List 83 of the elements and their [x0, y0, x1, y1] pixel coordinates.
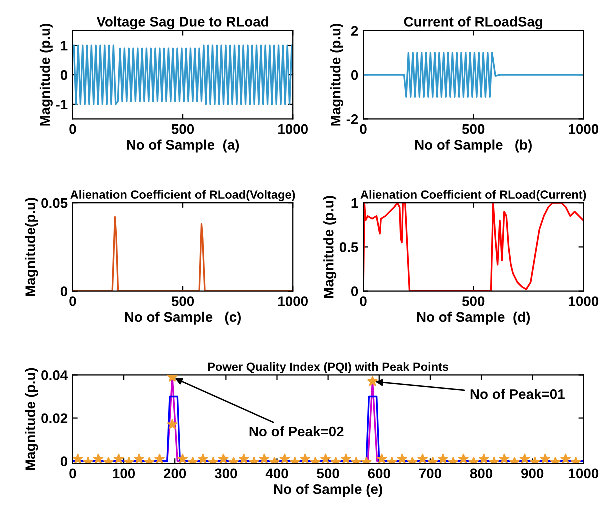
point	[114, 454, 124, 464]
x-tick-label: 0	[360, 296, 367, 306]
x-tick-label: 1000	[569, 124, 599, 134]
x-tick-label: 200	[164, 468, 186, 479]
x-tick-label: 0	[70, 296, 76, 306]
y-tick-label: -2	[346, 114, 358, 124]
point	[218, 454, 229, 464]
point	[376, 454, 388, 464]
point	[167, 419, 178, 430]
y-tick-label: 1	[61, 41, 68, 51]
x-tick-label: 600	[368, 468, 390, 479]
y-tick-label: 0.04	[42, 370, 68, 380]
y-axis-title: Magnitude (p.u)	[324, 196, 337, 298]
point	[300, 454, 310, 464]
x-tick-label: 1000	[569, 296, 599, 306]
line-series	[364, 203, 584, 292]
annotation: No of Peak=02	[250, 426, 344, 437]
point	[560, 454, 571, 464]
point	[320, 454, 331, 464]
line-series	[364, 52, 584, 98]
y-tick-label: 0	[352, 70, 358, 80]
point	[93, 454, 104, 464]
x-tick-label: 800	[470, 468, 493, 479]
x-tick-label: 300	[214, 468, 238, 479]
y-tick-label: -1	[56, 100, 68, 110]
point	[134, 454, 144, 464]
x-axis-title: No of Sample (c)	[125, 312, 241, 325]
y-tick-label: 1	[352, 198, 358, 208]
y-axis-title: Magnitude(p.u)	[25, 198, 38, 296]
point	[478, 454, 490, 464]
x-tick-label: 500	[317, 468, 340, 479]
point	[259, 454, 270, 464]
point	[458, 454, 469, 464]
y-tick-label: 0	[60, 456, 68, 467]
x-tick-label: 1000	[278, 124, 308, 134]
x-tick-label: 0	[360, 124, 367, 134]
point	[418, 454, 428, 464]
y-tick-label: 0	[352, 286, 358, 297]
point	[280, 454, 290, 464]
point	[438, 454, 448, 464]
y-tick-label: 2	[351, 26, 358, 36]
y-tick-label: 0	[60, 286, 68, 297]
point	[238, 454, 250, 464]
y-tick-label: 0.5	[340, 242, 358, 252]
y-axis-title: Magnitude (p.u)	[25, 368, 38, 470]
x-axis-title: No of Sample (a)	[127, 140, 240, 153]
x-axis-title: No of Sample (e)	[274, 484, 382, 498]
point	[368, 376, 378, 386]
line-series	[73, 44, 293, 106]
y-axis-title: Magnitude (p.u)	[330, 24, 344, 126]
y-tick-label: 0.05	[42, 198, 68, 208]
point	[72, 454, 84, 464]
x-axis-title: No of Sample (d)	[417, 312, 530, 325]
point	[178, 454, 188, 464]
chart-title: Voltage Sag Due to RLoad	[96, 16, 268, 30]
x-axis-title: No of Sample (b)	[416, 140, 532, 153]
x-tick-label: 500	[462, 124, 485, 134]
y-tick-label: 0.02	[42, 414, 68, 424]
x-tick-label: 500	[172, 124, 194, 134]
x-tick-label: 1000	[569, 468, 599, 479]
x-tick-label: 900	[522, 468, 544, 479]
x-tick-label: 1000	[278, 296, 308, 306]
annotation: No of Peak=01	[470, 389, 565, 400]
chart-title: Power Quality Index (PQI) with Peak Points	[208, 362, 449, 374]
chart-title: Alienation Coefficient of RLoad(Voltage)	[70, 190, 296, 202]
y-axis-title: Magnitude (p.u)	[40, 24, 53, 126]
point	[198, 454, 208, 464]
chart-title: Alienation Coefficient of RLoad(Current)	[360, 190, 586, 202]
point	[499, 454, 510, 464]
x-tick-label: 100	[113, 468, 136, 479]
x-tick-label: 500	[172, 296, 194, 306]
chart-title: Current of RLoadSag	[404, 16, 543, 30]
point	[341, 454, 352, 464]
point	[540, 454, 550, 464]
x-tick-label: 400	[266, 468, 288, 479]
point	[397, 454, 408, 464]
x-tick-label: 700	[419, 468, 442, 479]
point	[154, 454, 165, 464]
point	[520, 454, 530, 464]
x-tick-label: 0	[70, 468, 76, 479]
x-tick-label: 500	[462, 296, 485, 306]
x-tick-label: 0	[70, 124, 76, 134]
y-tick-label: 0	[60, 70, 68, 80]
